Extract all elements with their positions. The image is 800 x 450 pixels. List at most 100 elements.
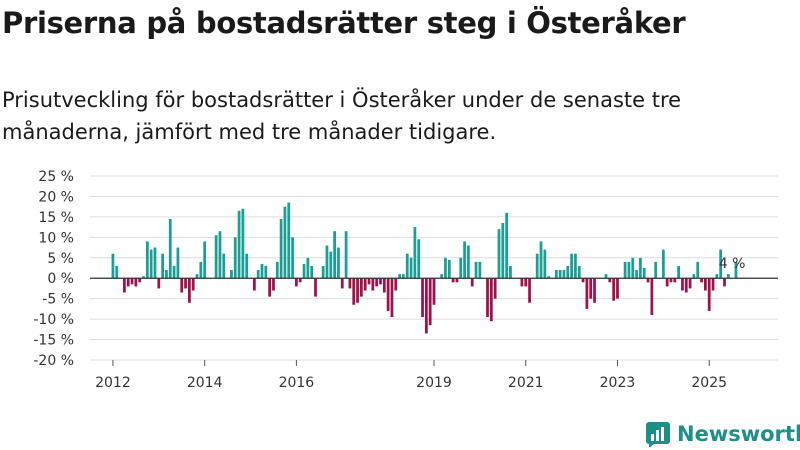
bar [704, 278, 707, 291]
bar [268, 278, 272, 297]
bar [463, 241, 466, 279]
bar [639, 257, 642, 279]
newsworthy-logo: Newsworthy [645, 421, 800, 447]
bar [447, 259, 451, 279]
bar [382, 278, 386, 293]
bar [669, 278, 673, 283]
bar [451, 278, 455, 283]
bar [272, 278, 275, 291]
bar [562, 270, 566, 279]
bar [616, 278, 619, 299]
bar [195, 274, 199, 279]
bar [245, 253, 249, 279]
bar [356, 278, 359, 303]
y-tick-label: 5 % [47, 251, 74, 267]
bar [348, 278, 352, 289]
bar [673, 278, 677, 283]
bar [577, 265, 581, 279]
bar [264, 265, 268, 279]
bar [574, 253, 577, 279]
bar [111, 253, 115, 279]
bar [444, 257, 447, 279]
bar [371, 278, 375, 291]
y-tick-label: 25 % [38, 169, 74, 185]
bar [176, 247, 180, 279]
bar [723, 278, 726, 287]
bar [142, 276, 145, 279]
bar [340, 278, 344, 289]
bar [497, 229, 501, 279]
bar [379, 278, 382, 285]
bar [295, 278, 298, 287]
bar [684, 278, 688, 293]
bar [635, 270, 638, 279]
bar [302, 263, 306, 279]
x-tick-label: 2023 [600, 375, 636, 390]
bar [233, 237, 237, 279]
bar [291, 237, 294, 279]
y-tick-label: -15 % [33, 333, 74, 349]
last-value-label: 4 % [719, 256, 746, 272]
gridlines [90, 175, 778, 361]
bar [161, 253, 164, 279]
bar [432, 278, 436, 305]
bar [214, 235, 218, 279]
bar [424, 278, 428, 334]
bar-chart: 25 % 20 % 15 % 10 % 5 % 0 % -5 % -10 % -15 % -20 … [33, 169, 778, 390]
bar [360, 278, 363, 297]
bar [688, 278, 692, 289]
bar [478, 261, 482, 279]
bar [256, 270, 260, 279]
bar [589, 278, 593, 299]
bar-series [111, 202, 738, 334]
bar [570, 253, 573, 279]
chart-subtitle: Prisutveckling för bostadsrätter i Öster… [2, 88, 682, 144]
bar [440, 274, 444, 279]
bar [134, 278, 138, 287]
bar [310, 265, 314, 279]
bar [405, 253, 409, 279]
bar [386, 278, 390, 311]
bar [363, 278, 367, 291]
x-tick-label: 2014 [187, 375, 223, 390]
bar [413, 227, 417, 279]
bar [283, 206, 287, 279]
bar [123, 278, 126, 293]
bar [509, 265, 512, 279]
bar [677, 265, 680, 279]
bar [646, 278, 650, 283]
bar [428, 278, 432, 326]
bar [344, 231, 348, 279]
bar [230, 270, 233, 279]
bar [275, 261, 279, 279]
bar [199, 261, 203, 279]
bar [608, 278, 612, 283]
bar [696, 261, 700, 279]
bar [459, 257, 463, 279]
bar [707, 278, 711, 311]
bar [489, 278, 493, 322]
bar [470, 278, 474, 287]
bar [333, 231, 336, 279]
bar [558, 270, 562, 279]
bar [642, 268, 646, 279]
bar [585, 278, 589, 309]
bar [726, 274, 730, 279]
bar [241, 208, 245, 279]
bar [279, 218, 283, 279]
bar [661, 249, 665, 279]
bar [455, 278, 459, 283]
bar [581, 278, 585, 283]
bar [593, 278, 596, 303]
bar [505, 212, 508, 279]
bar [172, 265, 176, 279]
bar [145, 241, 149, 279]
x-tick-label: 2021 [508, 375, 544, 390]
y-tick-label: 15 % [38, 210, 74, 226]
bar [700, 278, 703, 283]
bar [329, 251, 333, 279]
bar [287, 202, 291, 279]
bar [409, 257, 413, 279]
y-tick-label: -10 % [33, 312, 74, 328]
bar [631, 257, 635, 279]
